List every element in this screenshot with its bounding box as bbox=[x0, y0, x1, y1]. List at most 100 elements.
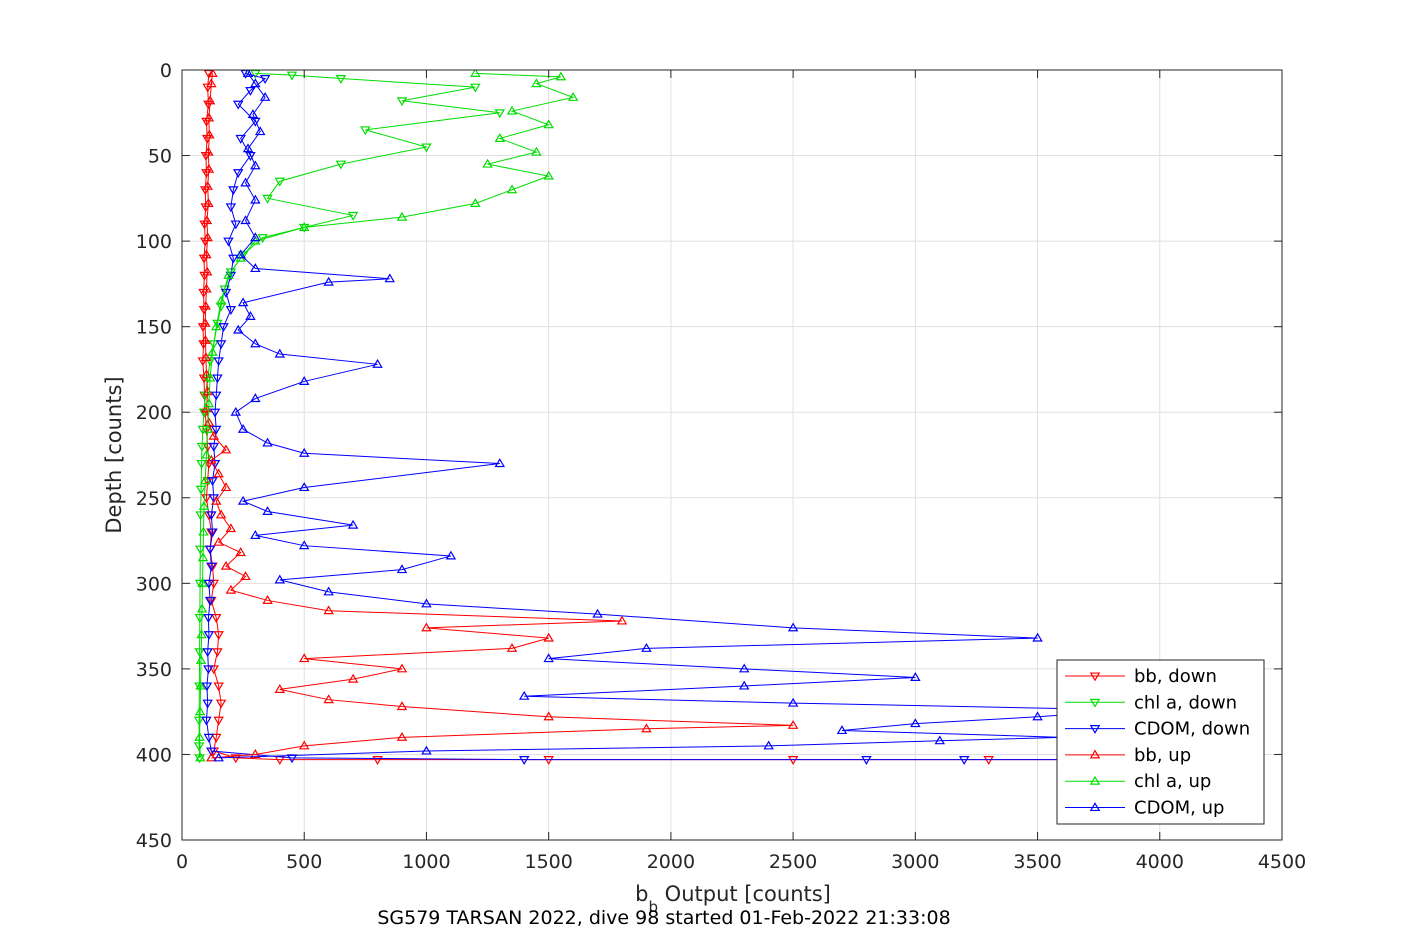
data-point bbox=[196, 629, 207, 639]
plot-area: 0 500 1000 1500 2000 2500 3000 3500 4000 4500 0 50 1… bbox=[136, 60, 1306, 873]
data-point bbox=[738, 663, 750, 673]
data-point bbox=[210, 495, 222, 505]
data-point bbox=[203, 417, 215, 427]
data-point bbox=[347, 673, 359, 683]
data-point bbox=[225, 584, 237, 594]
data-point bbox=[213, 752, 224, 762]
data-point bbox=[506, 642, 518, 652]
x-axis-label: bb Output [counts] bbox=[635, 882, 831, 916]
data-point bbox=[212, 374, 223, 384]
legend-entry: CDOM, down bbox=[1065, 719, 1250, 740]
data-point bbox=[208, 665, 220, 675]
data-point bbox=[506, 105, 518, 115]
data-point bbox=[250, 194, 261, 204]
data-point bbox=[201, 682, 213, 692]
data-point bbox=[196, 460, 207, 469]
data-point bbox=[206, 752, 217, 762]
data-point bbox=[250, 530, 261, 539]
data-point bbox=[197, 552, 209, 562]
data-point bbox=[203, 100, 214, 110]
data-point bbox=[220, 560, 232, 570]
y-tick-label: 300 bbox=[136, 573, 172, 595]
data-point bbox=[787, 719, 799, 729]
data-point bbox=[262, 595, 273, 604]
data-point bbox=[220, 444, 232, 454]
data-point bbox=[213, 536, 224, 546]
data-point bbox=[298, 222, 310, 231]
series-line bbox=[199, 72, 575, 758]
data-point bbox=[567, 91, 579, 101]
data-point bbox=[203, 163, 215, 173]
data-point bbox=[203, 631, 215, 641]
data-point bbox=[250, 393, 261, 403]
data-point bbox=[298, 740, 310, 750]
data-point bbox=[240, 177, 251, 187]
data-point bbox=[543, 653, 554, 663]
series-5 bbox=[213, 70, 1141, 762]
data-point bbox=[1032, 632, 1043, 642]
data-point bbox=[543, 119, 554, 129]
data-point bbox=[206, 454, 217, 464]
data-point bbox=[223, 237, 234, 247]
data-point bbox=[213, 631, 224, 641]
data-point bbox=[250, 749, 261, 758]
data-point bbox=[286, 754, 298, 764]
data-point bbox=[592, 608, 603, 618]
data-point bbox=[242, 70, 254, 77]
data-point bbox=[201, 249, 212, 259]
data-point bbox=[335, 75, 347, 84]
y-tick-label: 350 bbox=[136, 659, 172, 681]
data-point bbox=[232, 100, 244, 110]
legend-box bbox=[1056, 659, 1265, 825]
data-point bbox=[262, 437, 273, 447]
data-point bbox=[207, 70, 218, 77]
data-point bbox=[910, 718, 921, 728]
data-point bbox=[202, 232, 213, 242]
data-point bbox=[237, 423, 249, 433]
legend-entry: chl a, up bbox=[1065, 771, 1211, 792]
data-point bbox=[347, 519, 359, 529]
y-axis-label: Depth [counts] bbox=[102, 376, 126, 533]
data-point bbox=[934, 735, 946, 745]
data-point bbox=[787, 756, 799, 765]
data-point bbox=[254, 126, 266, 136]
data-point bbox=[235, 249, 246, 259]
y-tick-label: 400 bbox=[136, 744, 172, 766]
data-point bbox=[298, 540, 310, 550]
data-point bbox=[240, 215, 251, 225]
data-point bbox=[274, 684, 286, 693]
data-point bbox=[787, 622, 799, 632]
series-group bbox=[193, 70, 1166, 765]
data-point bbox=[384, 273, 396, 283]
data-point bbox=[207, 346, 218, 356]
data-point bbox=[197, 577, 208, 587]
data-point bbox=[196, 603, 208, 613]
data-point bbox=[225, 306, 237, 315]
series-line bbox=[205, 72, 1062, 761]
data-point bbox=[1032, 711, 1043, 721]
legend: bb, down chl a, down CDOM, down bb, up chl a… bbox=[1056, 659, 1265, 825]
data-point bbox=[201, 266, 213, 276]
legend-marker bbox=[1089, 672, 1101, 682]
series-2 bbox=[201, 70, 1068, 765]
data-point bbox=[274, 574, 286, 584]
data-point bbox=[250, 263, 261, 273]
x-axis-label-main: b bbox=[635, 882, 648, 906]
legend-marker bbox=[1089, 802, 1101, 812]
data-point bbox=[213, 682, 224, 692]
legend-label: chl a, up bbox=[1134, 771, 1211, 792]
legend-entry: chl a, down bbox=[1065, 692, 1237, 713]
data-point bbox=[201, 283, 212, 293]
legend-label: bb, down bbox=[1134, 666, 1217, 687]
data-point bbox=[230, 754, 242, 764]
data-point bbox=[203, 198, 214, 208]
data-point bbox=[518, 756, 530, 765]
data-point bbox=[245, 86, 256, 96]
data-point bbox=[213, 468, 224, 478]
data-point bbox=[204, 95, 216, 105]
data-point bbox=[195, 680, 206, 690]
data-point bbox=[641, 723, 652, 733]
data-point bbox=[198, 306, 210, 315]
data-point bbox=[396, 564, 408, 574]
data-point bbox=[213, 357, 224, 367]
